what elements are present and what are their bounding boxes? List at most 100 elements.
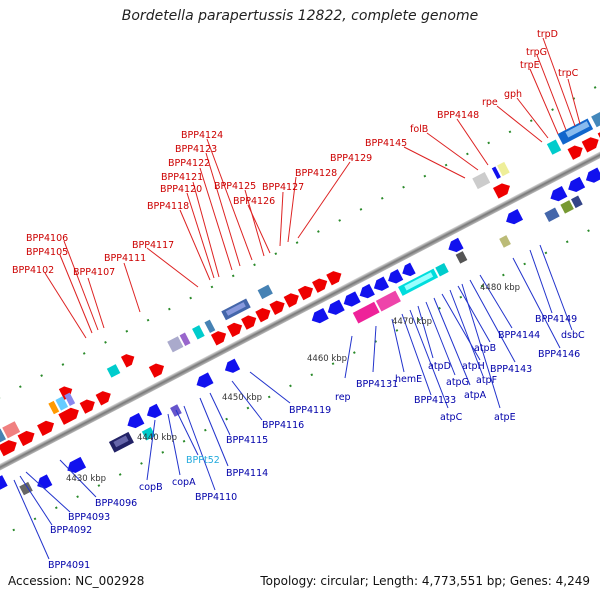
top-strand-blocks bbox=[0, 110, 600, 454]
gene-label: BPP4107 bbox=[73, 267, 115, 278]
gene-arrow bbox=[506, 209, 524, 225]
kbp-label: 4480 kbp bbox=[480, 283, 520, 293]
gene-label: BPP4096 bbox=[95, 498, 137, 509]
gene-label: BPP4125 bbox=[214, 181, 256, 192]
gene-label: atpG bbox=[446, 377, 469, 388]
gene-label: BPP4124 bbox=[181, 130, 223, 141]
gene-label: BPP4133 bbox=[414, 395, 456, 406]
gene-label: atpD bbox=[428, 361, 451, 372]
gene-arrow bbox=[343, 291, 361, 307]
kbp-scale: 4430 kbp 4440 kbp 4450 kbp 4460 kbp 4470… bbox=[66, 283, 520, 484]
gene-label: dsbC bbox=[561, 330, 585, 341]
gene-arrow bbox=[326, 271, 342, 286]
gene-arrow bbox=[550, 185, 568, 202]
gene-arrow bbox=[327, 299, 345, 315]
gene-label: trpE bbox=[520, 60, 540, 71]
gene-label: BPP4114 bbox=[226, 468, 268, 479]
gene-label: BPP4110 bbox=[195, 492, 237, 503]
gene-label: BPP4111 bbox=[104, 253, 146, 264]
top-gene-labels: BPP4102 BPP4105 BPP4106 BPP4107 BPP4111 … bbox=[12, 29, 579, 278]
gene-label: BPP4144 bbox=[498, 330, 540, 341]
gene-label: rep bbox=[335, 392, 351, 403]
gene-label: BPP4149 bbox=[535, 314, 577, 325]
gene-arrow bbox=[311, 307, 329, 324]
gene-label: BPP4091 bbox=[48, 560, 90, 571]
gene-label: BPP4123 bbox=[175, 144, 217, 155]
gene-arrow bbox=[373, 276, 390, 291]
gene-arrow bbox=[241, 315, 257, 330]
gene-arrow bbox=[312, 278, 328, 293]
gene-arrow bbox=[37, 474, 53, 489]
gene-arrow bbox=[148, 363, 165, 378]
gene-arrow bbox=[255, 308, 271, 323]
gene-arrow bbox=[388, 269, 404, 284]
kbp-label: 4450 kbp bbox=[222, 393, 262, 403]
gene-arrow bbox=[67, 456, 87, 473]
accession-text: Accession: NC_002928 bbox=[8, 574, 145, 588]
gene-label: BPP4102 bbox=[12, 265, 54, 276]
gene-arrow bbox=[359, 283, 375, 299]
gene-label: atpA bbox=[464, 390, 487, 401]
gene-label: atpB bbox=[474, 343, 496, 354]
gene-arrow bbox=[95, 391, 111, 406]
gene-arrow bbox=[17, 430, 35, 447]
gene-arrow bbox=[146, 403, 163, 419]
rna-label: BPPt52 bbox=[186, 455, 220, 466]
gene-arrow bbox=[127, 412, 145, 429]
gene-arrow bbox=[0, 475, 8, 491]
gene-arrow bbox=[0, 440, 17, 457]
gene-label: gph bbox=[504, 89, 522, 100]
gene-label: rpe bbox=[482, 97, 498, 108]
gene-label: BPP4122 bbox=[168, 158, 210, 169]
gene-arrow bbox=[402, 262, 416, 277]
gene-arrow bbox=[568, 176, 586, 192]
gene-label: BPP4116 bbox=[262, 420, 304, 431]
gene-label: BPP4117 bbox=[132, 240, 174, 251]
gene-label: BPP4128 bbox=[295, 168, 337, 179]
gene-label: BPP4148 bbox=[437, 110, 479, 121]
gene-label: BPP4146 bbox=[538, 349, 580, 360]
gene-arrow bbox=[58, 407, 79, 425]
gene-arrow bbox=[226, 322, 243, 338]
gene-label: BPP4145 bbox=[365, 138, 407, 149]
gene-arrow bbox=[37, 420, 55, 436]
gene-label: atpC bbox=[440, 412, 463, 423]
gene-label: BPP4121 bbox=[161, 172, 203, 183]
gene-label: BPP4131 bbox=[356, 379, 398, 390]
gene-label: BPP4120 bbox=[160, 184, 202, 195]
gene-arrow bbox=[581, 137, 599, 153]
genome-backbone bbox=[0, 132, 600, 490]
gene-arrow bbox=[224, 358, 241, 373]
kbp-label: 4460 kbp bbox=[307, 354, 347, 364]
gene-label: BPP4127 bbox=[262, 182, 304, 193]
gene-label: atpF bbox=[476, 375, 497, 386]
gene-label: BPP4106 bbox=[26, 233, 68, 244]
map-title: Bordetella parapertussis 12822, complete… bbox=[121, 8, 479, 24]
gene-arrow bbox=[196, 372, 214, 388]
gene-label: BPP4118 bbox=[147, 201, 189, 212]
gene-label: BPP4143 bbox=[490, 364, 532, 375]
gene-label: BPP4092 bbox=[50, 525, 92, 536]
gene-label: trpG bbox=[526, 47, 547, 58]
gene-arrow bbox=[585, 167, 600, 183]
kbp-label: 4470 kbp bbox=[392, 317, 432, 327]
gene-label: atpH bbox=[462, 361, 485, 372]
tick-row-top bbox=[0, 79, 600, 433]
bottom-gene-labels: BPP4091 BPP4092 BPP4093 BPP4096 copB cop… bbox=[48, 314, 585, 571]
bottom-strand-genes bbox=[0, 167, 600, 491]
gene-arrow bbox=[120, 354, 135, 368]
gene-arrow bbox=[567, 145, 583, 160]
top-strand-genes bbox=[0, 129, 600, 457]
gene-label: copB bbox=[139, 482, 163, 493]
gene-arrow bbox=[493, 183, 510, 199]
bottom-label-connectors bbox=[13, 244, 573, 560]
kbp-label: 4430 kbp bbox=[66, 474, 106, 484]
gene-label: hemE bbox=[395, 374, 422, 385]
gene-arrow bbox=[297, 285, 314, 301]
gene-arrow bbox=[448, 237, 464, 253]
gene-label: BPP4126 bbox=[233, 196, 275, 207]
gene-arrow bbox=[210, 331, 227, 346]
gene-label: trpD bbox=[537, 29, 558, 40]
gene-label: BPP4093 bbox=[68, 512, 110, 523]
